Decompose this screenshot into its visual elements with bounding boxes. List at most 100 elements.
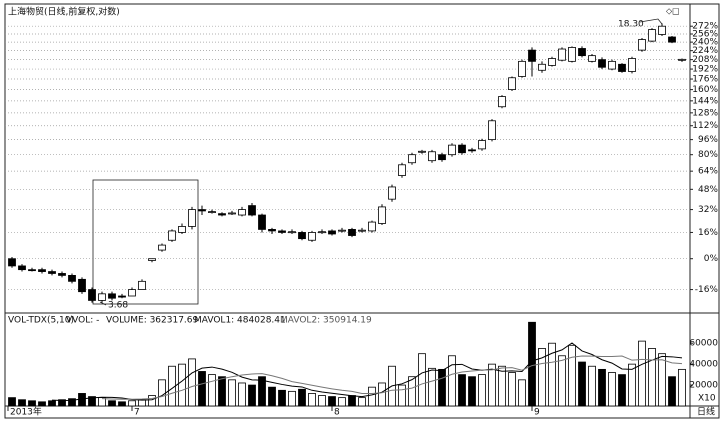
candle-body — [198, 209, 206, 212]
candle-body — [88, 289, 96, 301]
y-tick-label: 16% — [698, 228, 718, 238]
x-tick-label: 9 — [534, 408, 540, 418]
candle-body — [48, 271, 56, 274]
volume-bar — [548, 342, 556, 407]
candle-body — [248, 205, 256, 216]
candle-body — [398, 164, 406, 176]
candle-body — [28, 269, 36, 272]
volume-bar — [578, 361, 586, 407]
volume-bar — [538, 348, 546, 407]
candle-body — [128, 289, 136, 297]
candle-body — [488, 120, 496, 141]
volume-bar — [368, 386, 376, 407]
candle-body — [208, 211, 216, 213]
volume-bar — [258, 376, 266, 407]
candle-body — [558, 48, 566, 61]
candle-body — [148, 258, 156, 261]
y-tick-label: 128% — [692, 108, 718, 118]
x-tick-label: 7 — [134, 408, 140, 418]
low-arrow — [99, 301, 107, 306]
candle-body — [438, 154, 446, 161]
volume-bar — [668, 376, 676, 407]
candle-body — [578, 48, 586, 57]
candle-body — [318, 231, 326, 234]
candle-body — [368, 221, 376, 232]
candle-body — [238, 209, 246, 216]
volume-bar — [328, 396, 336, 407]
candle-body — [508, 77, 516, 91]
y-tick-label: 224% — [692, 46, 718, 56]
toolbar-icons[interactable]: ◇□ — [666, 7, 680, 16]
x-tick-label: 2013年 — [10, 406, 42, 418]
candle-body — [428, 151, 436, 162]
volume-bar — [108, 400, 116, 407]
candle-body — [568, 47, 576, 62]
y-tick-label: 160% — [692, 85, 718, 95]
candle-body — [418, 150, 426, 153]
volume-bar — [608, 372, 616, 407]
candle-body — [638, 39, 646, 51]
volume-bar — [188, 358, 196, 407]
volume-bar — [648, 348, 656, 407]
volume-bar — [148, 395, 156, 407]
volume-bar — [198, 371, 206, 407]
volume-bar — [288, 390, 296, 407]
candle-body — [228, 212, 236, 215]
volume-bar — [268, 386, 276, 407]
y-tick-label: 208% — [692, 55, 718, 65]
volume-bar — [208, 374, 216, 407]
candle-body — [538, 63, 546, 71]
volume-bar — [308, 393, 316, 407]
y-tick-label: 64% — [698, 167, 718, 177]
volume-bar — [88, 396, 96, 407]
volume-bar — [128, 400, 136, 407]
unit-label: X10 — [698, 394, 716, 404]
y-tick-label: 240% — [692, 38, 718, 48]
candle-body — [668, 36, 676, 43]
candle-body — [408, 154, 416, 164]
y-tick-label: 256% — [692, 29, 718, 39]
candle-body — [328, 230, 336, 235]
volume-bar — [348, 395, 356, 407]
candle-body — [628, 58, 636, 72]
volume-bar — [48, 400, 56, 407]
y-tick-label: 32% — [698, 205, 718, 215]
y-tick-label: 144% — [692, 96, 718, 106]
y-tick-label: 176% — [692, 75, 718, 85]
candle-body — [18, 265, 26, 271]
high-arrow — [639, 18, 663, 25]
volume-bar — [558, 355, 566, 407]
volume-bar — [448, 355, 456, 407]
candle-body — [178, 226, 186, 233]
candle-body — [118, 295, 126, 298]
volume-bar — [18, 399, 26, 407]
volume-bar — [228, 379, 236, 407]
candle-body — [138, 280, 146, 290]
candle-body — [168, 230, 176, 241]
volume-bar — [68, 398, 76, 407]
volume-bar — [478, 374, 486, 407]
candle-body — [258, 214, 266, 230]
volume-bar — [338, 397, 346, 407]
candle-body — [188, 209, 196, 227]
low-annotation: 3.68 — [108, 301, 128, 311]
candle-body — [478, 140, 486, 150]
legend-entry: VVOL: - — [66, 316, 99, 326]
candle-body — [68, 275, 76, 282]
ma-line — [51, 342, 683, 402]
candle-body — [518, 60, 526, 77]
volume-bar — [8, 397, 16, 407]
volume-bar — [358, 397, 366, 407]
y-tick-label: 192% — [692, 65, 718, 75]
y-tick-label: 20000 — [689, 381, 718, 391]
selection-box — [92, 179, 199, 305]
volume-bar — [418, 353, 426, 407]
volume-bar — [298, 388, 306, 407]
volume-bar — [28, 400, 36, 407]
ma-line — [101, 355, 683, 400]
volume-bar — [238, 382, 246, 407]
volume-bar — [408, 376, 416, 407]
candle-body — [78, 278, 86, 293]
y-tick-label: 0% — [704, 254, 719, 264]
volume-bar — [428, 367, 436, 407]
